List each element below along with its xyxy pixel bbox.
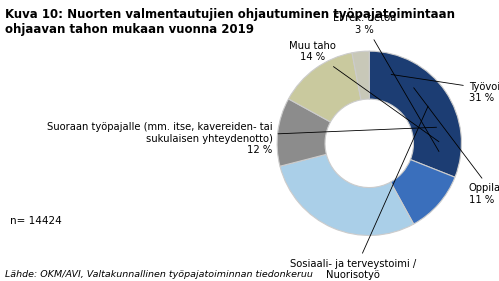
Wedge shape [288,53,361,122]
Text: Lähde: OKM/AVI, Valtakunnallinen työpajatoiminnan tiedonkeruu: Lähde: OKM/AVI, Valtakunnallinen työpaja… [5,270,313,279]
Wedge shape [391,160,455,224]
Text: Kuva 10: Nuorten valmentautujien ohjautuminen työpajatoimintaan
ohjaavan tahon m: Kuva 10: Nuorten valmentautujien ohjautu… [5,8,455,37]
Text: Suoraan työpajalle (mm. itse, kavereiden- tai
sukulaisen yhteydenotto)
12 %: Suoraan työpajalle (mm. itse, kavereiden… [47,122,437,155]
Text: n= 14424: n= 14424 [10,216,62,226]
Text: Muu taho
14 %: Muu taho 14 % [289,40,439,142]
Text: Työvoimahallinto
31 %: Työvoimahallinto 31 % [391,74,499,103]
Wedge shape [280,154,414,235]
Text: Sosiaali- ja terveystoimi /
Nuorisotyö
29 %: Sosiaali- ja terveystoimi / Nuorisotyö 2… [289,106,428,281]
Wedge shape [369,51,462,177]
Wedge shape [277,99,330,166]
Text: Oppilaitos
11 %: Oppilaitos 11 % [414,88,499,205]
Text: Ei rek. tietoa
3 %: Ei rek. tietoa 3 % [333,13,439,151]
Wedge shape [352,51,369,100]
